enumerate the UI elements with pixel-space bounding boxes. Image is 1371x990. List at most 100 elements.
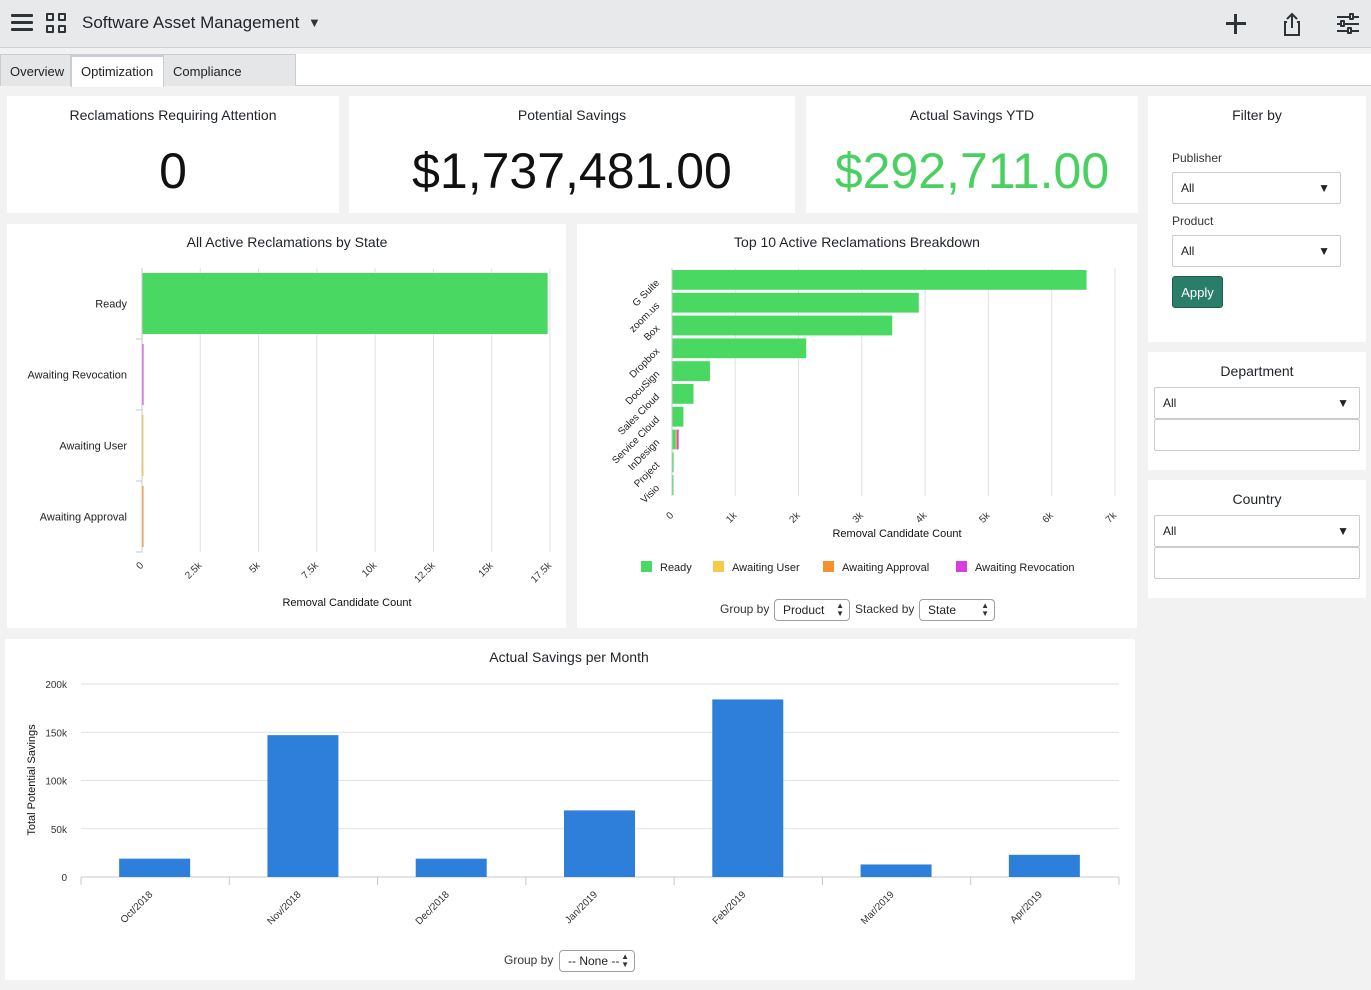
savings-per-month-chart: Actual Savings per Month 0 50k 100k 150k 200k…	[26, 649, 1120, 927]
reclamations-value[interactable]: 0	[159, 143, 187, 199]
bar[interactable]	[142, 486, 144, 547]
x-tick-label: Mar/2019	[859, 889, 897, 927]
publisher-select[interactable]: All ▼	[1172, 172, 1341, 204]
bar-segment[interactable]	[672, 361, 710, 381]
x-tick-label: Jan/2019	[563, 889, 600, 926]
y-tick-label: 0	[61, 873, 67, 884]
top10-breakdown-chart: Top 10 Active Reclamations Breakdown 0 1k 2…	[610, 234, 1120, 574]
country-title: Country	[1232, 491, 1282, 507]
legend-label[interactable]: Awaiting User	[732, 562, 800, 574]
stacked-by-select[interactable]: State ▲ ▼	[919, 599, 995, 621]
publisher-value: All	[1181, 181, 1195, 195]
x-tick-label: 3k	[851, 510, 867, 526]
legend-label[interactable]: Awaiting Revocation	[975, 562, 1074, 574]
x-tick-label: 7k	[1104, 510, 1120, 526]
bar[interactable]	[119, 858, 191, 877]
y-category-label: Awaiting User	[59, 441, 127, 453]
reclamations-title: Reclamations Requiring Attention	[69, 107, 277, 123]
x-axis-label: Removal Candidate Count	[282, 597, 411, 609]
y-axis-label: Total Potential Savings	[26, 724, 38, 836]
legend-label[interactable]: Awaiting Approval	[842, 562, 929, 574]
x-tick-label: 7.5k	[300, 560, 322, 582]
app-title: Software Asset Management	[82, 13, 300, 32]
y-tick-label: 150k	[45, 728, 68, 739]
bar-segment[interactable]	[672, 315, 893, 336]
tab-optimization[interactable]: Optimization	[71, 54, 164, 87]
bar[interactable]	[564, 810, 635, 877]
updown-caret-icon: ▲ ▼	[981, 601, 989, 618]
stacked-by-value: State	[928, 603, 957, 617]
potential-savings-value[interactable]: $1,737,481.00	[412, 143, 732, 199]
legend-swatch	[956, 561, 967, 572]
x-tick-label: 0	[134, 560, 146, 572]
potential-savings-title: Potential Savings	[517, 107, 627, 123]
legend-label[interactable]: Ready	[660, 562, 692, 574]
bar[interactable]	[712, 699, 784, 877]
chevron-down-icon: ▼	[1318, 244, 1330, 258]
bar-segment[interactable]	[672, 406, 684, 427]
bar-segment[interactable]	[677, 429, 679, 450]
tab-overview[interactable]: Overview	[0, 54, 71, 86]
country-select[interactable]: All ▼	[1154, 515, 1360, 547]
x-tick-label: 4k	[914, 510, 930, 526]
chevron-down-icon: ▼	[1337, 524, 1349, 538]
y-category-label: Box	[642, 323, 662, 343]
bar-segment[interactable]	[672, 270, 1087, 290]
tab-compliance-analysis[interactable]: Compliance Analysis	[163, 54, 296, 113]
actual-savings-value[interactable]: $292,711.00	[834, 143, 1110, 199]
bar[interactable]	[142, 344, 144, 405]
bar-segment[interactable]	[672, 475, 674, 495]
plus-icon[interactable]	[1222, 10, 1250, 38]
bar[interactable]	[415, 858, 487, 877]
reclamations-by-state-card: All Active Reclamations by State 0 2.5k 5k 7…	[7, 224, 566, 628]
product-select[interactable]: All ▼	[1172, 235, 1341, 267]
top-header: Software Asset Management ▼	[0, 0, 1371, 48]
group-by-select[interactable]: Product ▲ ▼	[774, 599, 850, 621]
potential-savings-card: Potential Savings $1,737,481.00	[349, 96, 795, 213]
bar[interactable]	[267, 735, 339, 877]
legend-swatch	[641, 561, 652, 572]
group-by-value: Product	[783, 603, 825, 617]
hamburger-menu-icon[interactable]	[11, 14, 33, 34]
chart-title: All Active Reclamations by State	[187, 234, 388, 250]
department-value: All	[1163, 396, 1177, 410]
month-group-by-select[interactable]: -- None -- ▲ ▼	[559, 950, 635, 972]
legend-swatch	[823, 561, 834, 572]
bar-segment[interactable]	[672, 292, 919, 313]
top10-breakdown-card: Top 10 Active Reclamations Breakdown 0 1k 2…	[577, 224, 1137, 628]
bar[interactable]	[142, 415, 144, 476]
x-tick-label: 2.5k	[183, 560, 205, 582]
bar[interactable]	[860, 864, 932, 877]
x-tick-label: Apr/2019	[1008, 889, 1045, 926]
apply-button[interactable]: Apply	[1172, 276, 1223, 308]
x-tick-label: 1k	[724, 510, 740, 526]
sliders-icon[interactable]	[1334, 10, 1362, 38]
chevron-down-icon: ▼	[1318, 181, 1330, 195]
updown-caret-icon: ▲ ▼	[836, 601, 844, 618]
bar-segment[interactable]	[672, 429, 676, 450]
country-input[interactable]	[1154, 547, 1360, 579]
department-select[interactable]: All ▼	[1154, 387, 1360, 419]
x-tick-label: Dec/2018	[414, 889, 452, 927]
department-input[interactable]	[1154, 419, 1360, 451]
reclamations-card: Reclamations Requiring Attention 0	[7, 96, 339, 213]
bar-segment[interactable]	[672, 384, 694, 404]
bar-segment[interactable]	[672, 338, 807, 359]
y-category-label: Awaiting Approval	[40, 512, 127, 524]
department-title: Department	[1220, 363, 1294, 379]
bar-segment[interactable]	[672, 452, 674, 473]
actual-savings-card: Actual Savings YTD $292,711.00	[806, 96, 1138, 213]
product-label: Product	[1172, 214, 1214, 228]
dropdown-caret-icon[interactable]: ▼	[308, 15, 321, 30]
y-tick-label: 50k	[51, 825, 68, 836]
filter-title: Filter by	[1232, 107, 1282, 123]
share-icon[interactable]	[1278, 10, 1306, 38]
bar[interactable]	[142, 273, 548, 334]
tab-bar: Overview Optimization Compliance Analysi…	[0, 54, 1371, 113]
y-tick-label: 200k	[45, 680, 68, 691]
y-category-label: Awaiting Revocation	[28, 370, 127, 382]
reclamations-by-state-chart: All Active Reclamations by State 0 2.5k 5k 7…	[28, 234, 555, 609]
app-grid-icon[interactable]	[46, 13, 68, 35]
bar[interactable]	[1008, 854, 1080, 877]
x-tick-label: 0	[664, 510, 676, 522]
